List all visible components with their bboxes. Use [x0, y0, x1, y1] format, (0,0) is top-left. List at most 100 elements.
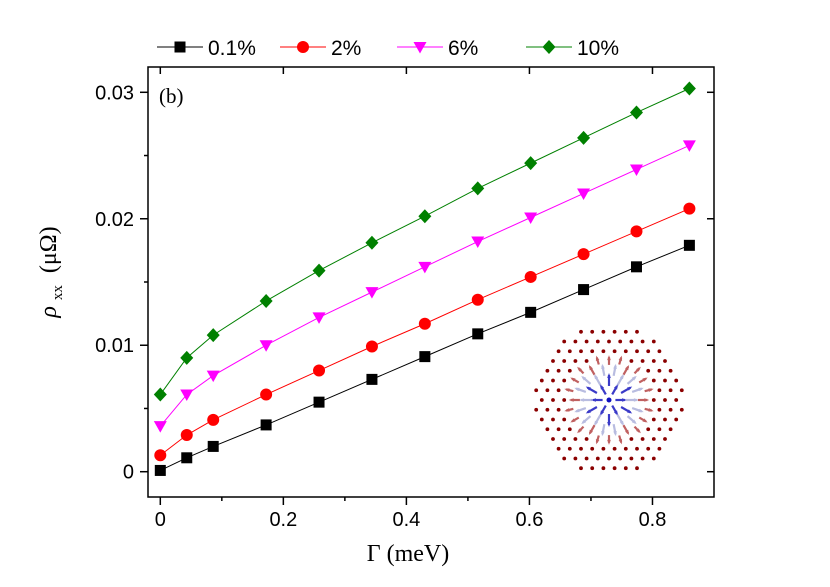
- series-line-3: [159, 88, 690, 395]
- spin-dot: [534, 407, 539, 412]
- spin-dot: [674, 378, 679, 383]
- spin-arrowhead: [607, 355, 611, 361]
- spin-dot: [579, 446, 583, 451]
- spin-dot: [635, 329, 639, 334]
- spin-dot: [579, 349, 583, 354]
- y-tick-label: 0.01: [95, 335, 134, 357]
- spin-dot: [539, 378, 544, 383]
- series-lines: [159, 88, 690, 471]
- data-point: [577, 130, 591, 145]
- spin-arrowhead: [633, 398, 639, 402]
- spin-dot: [657, 368, 662, 373]
- spin-dot: [612, 349, 617, 354]
- data-point: [153, 387, 167, 402]
- spin-dot: [556, 388, 561, 393]
- spin-arrowhead: [601, 430, 605, 437]
- spin-dot: [539, 398, 544, 402]
- spin-arrowhead: [579, 398, 585, 402]
- spin-dot: [584, 437, 589, 441]
- spin-arrowhead: [577, 428, 582, 434]
- spin-dot: [640, 456, 645, 461]
- data-point: [365, 287, 379, 299]
- data-point: [207, 440, 219, 452]
- y-axis-symbol: ρ: [36, 306, 62, 319]
- spin-arrowhead: [613, 363, 617, 370]
- data-point: [683, 239, 695, 251]
- svg-text:ρ xx (μΩ): ρ xx (μΩ): [36, 226, 68, 318]
- spin-dot: [562, 378, 567, 383]
- spin-dot: [601, 466, 606, 471]
- panel-label: (b): [159, 84, 184, 108]
- spin-arrowhead: [625, 364, 630, 371]
- spin-dot: [551, 398, 555, 402]
- spin-arrowhead: [594, 374, 599, 380]
- y-axis-title: ρ xx (μΩ): [36, 226, 68, 318]
- data-point: [365, 340, 378, 353]
- spin-arrowhead: [574, 408, 580, 413]
- spin-arrowhead: [607, 421, 611, 427]
- spin-dot: [590, 446, 595, 451]
- data-point: [524, 212, 538, 224]
- data-point: [313, 364, 326, 377]
- spin-dot: [556, 446, 561, 451]
- spin-dot: [674, 417, 679, 422]
- spin-dot: [668, 407, 673, 412]
- data-point: [629, 105, 643, 120]
- data-point: [524, 156, 538, 171]
- spin-dot: [640, 339, 645, 344]
- spin-arrowhead: [631, 419, 637, 425]
- y-tick-label: 0.02: [95, 209, 134, 231]
- spin-dot: [629, 339, 634, 344]
- x-axis-title: Γ (meV): [367, 541, 450, 567]
- spin-dot: [668, 388, 673, 393]
- spin-arrowhead: [591, 398, 597, 402]
- data-point: [471, 181, 485, 196]
- data-point: [206, 328, 220, 343]
- spin-dot: [601, 446, 606, 451]
- data-point: [418, 261, 432, 274]
- legend-label: 10%: [577, 37, 619, 60]
- spin-dot: [556, 427, 561, 432]
- spin-dot: [584, 359, 589, 363]
- data-point: [260, 419, 272, 431]
- spin-dot: [679, 407, 684, 412]
- data-point: [630, 225, 643, 238]
- x-tick-label: 0: [155, 509, 166, 531]
- spin-dot: [646, 349, 651, 354]
- data-point: [312, 312, 326, 324]
- spin-arrowhead: [613, 410, 618, 416]
- data-point: [577, 248, 590, 261]
- legend-label: 2%: [331, 37, 361, 60]
- legend-label: 0.1%: [208, 37, 256, 60]
- spin-dot: [668, 427, 673, 432]
- spin-arrowhead: [607, 439, 611, 445]
- spin-arrowhead: [570, 418, 576, 423]
- spin-dot: [646, 446, 651, 451]
- spin-dot: [562, 437, 567, 441]
- spin-dot: [651, 359, 656, 363]
- data-point: [471, 236, 485, 249]
- spin-dot: [584, 339, 589, 344]
- spin-dot: [663, 417, 667, 422]
- spin-arrowhead: [636, 366, 641, 372]
- spin-dot: [623, 349, 628, 354]
- spin-dot: [629, 437, 634, 441]
- spin-dot: [623, 329, 628, 334]
- spin-arrowhead: [618, 439, 623, 445]
- spin-dot: [556, 407, 561, 412]
- data-point: [259, 293, 273, 308]
- spin-dot: [657, 407, 662, 412]
- spin-dot: [651, 398, 656, 402]
- data-point: [313, 396, 325, 408]
- spin-dot: [567, 349, 572, 354]
- spin-dot: [674, 398, 679, 402]
- data-point: [577, 188, 591, 200]
- spin-dot: [573, 437, 578, 441]
- spin-arrowhead: [564, 408, 570, 412]
- data-point: [154, 449, 167, 462]
- spin-arrowhead: [568, 398, 574, 402]
- spin-dot: [595, 339, 600, 344]
- y-tick-label: 0.03: [95, 82, 134, 104]
- spin-dot: [551, 437, 555, 441]
- data-point: [578, 284, 590, 296]
